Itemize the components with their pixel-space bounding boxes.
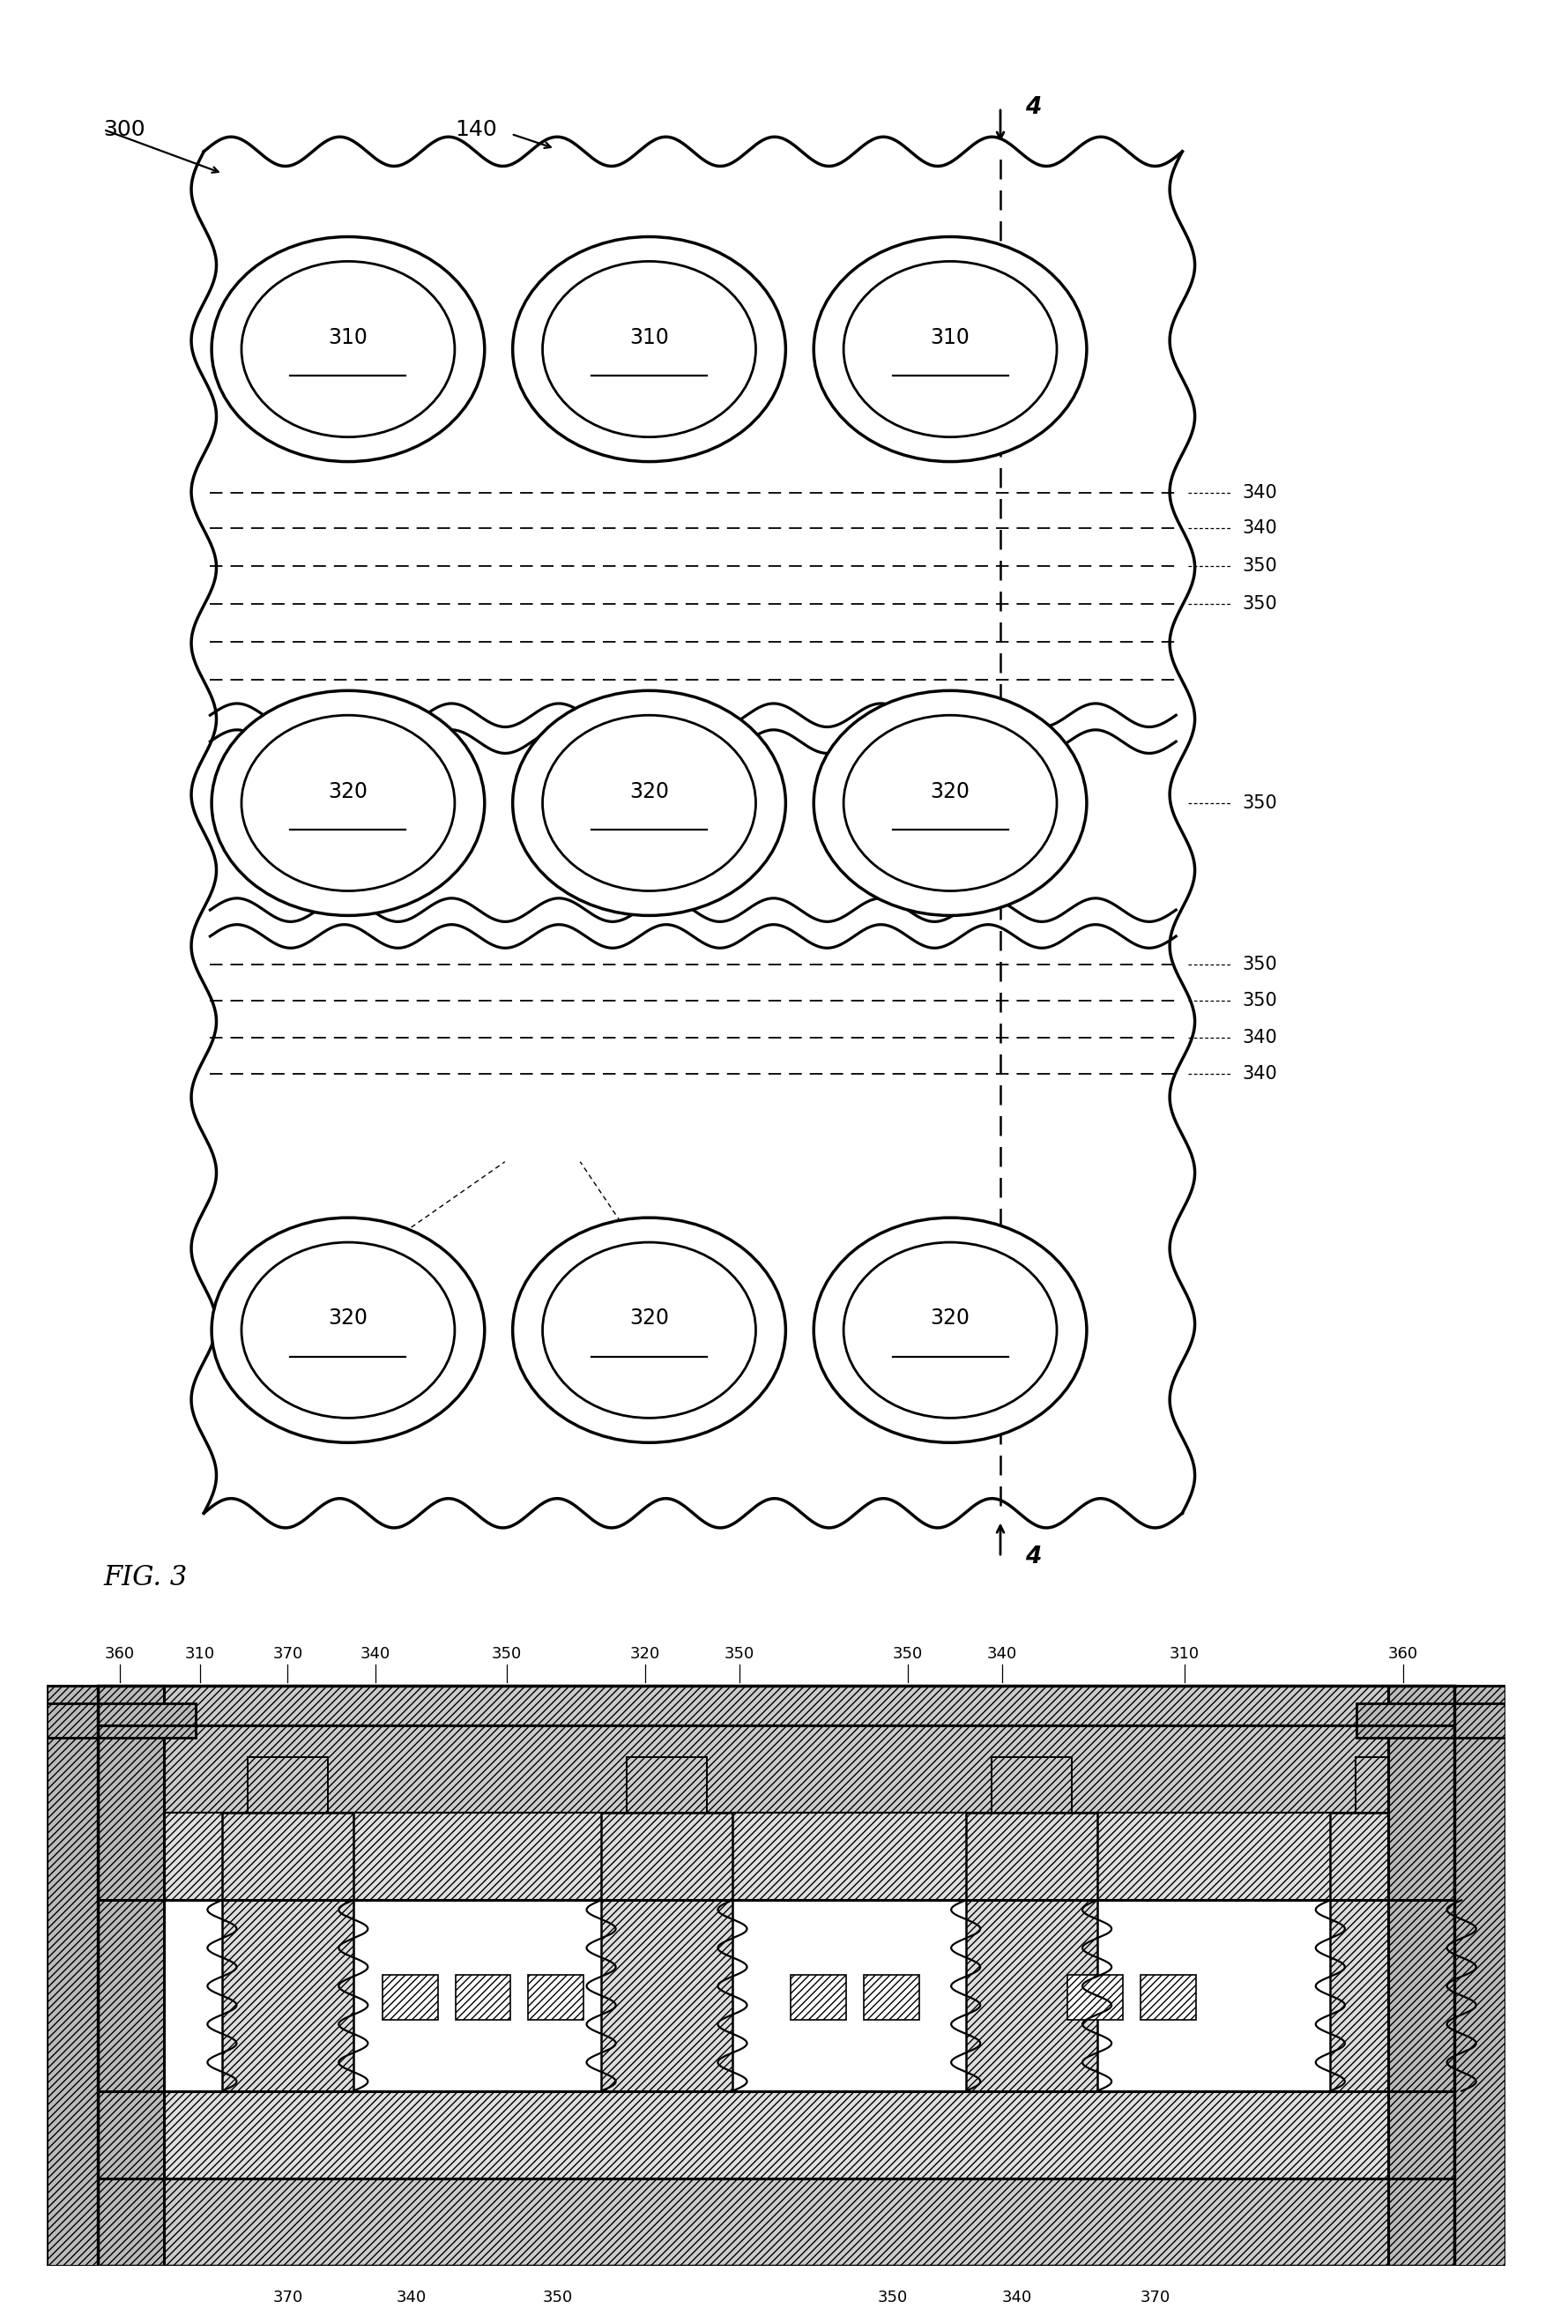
Bar	[627, 1757, 707, 1813]
Text: 310: 310	[328, 328, 368, 349]
Text: 320: 320	[328, 1308, 368, 1329]
Ellipse shape	[513, 237, 786, 462]
Bar	[1068, 1975, 1123, 2020]
Text: 4: 4	[1025, 95, 1041, 119]
Text: 350: 350	[1242, 955, 1278, 974]
Ellipse shape	[814, 690, 1087, 916]
Bar	[1356, 1703, 1505, 1738]
Text: 320: 320	[629, 781, 670, 802]
Ellipse shape	[513, 1218, 786, 1443]
Ellipse shape	[212, 690, 485, 916]
Text: 340: 340	[1242, 1064, 1278, 1083]
Text: 340: 340	[397, 2289, 426, 2305]
Text: 350: 350	[1242, 992, 1278, 1009]
Ellipse shape	[543, 260, 756, 437]
Bar	[966, 1813, 1098, 2092]
Bar	[991, 1757, 1071, 1813]
Text: 320: 320	[930, 1308, 971, 1329]
Bar	[1330, 1813, 1461, 2092]
Ellipse shape	[814, 237, 1087, 462]
Ellipse shape	[212, 1218, 485, 1443]
Text: 310: 310	[629, 328, 670, 349]
Ellipse shape	[241, 716, 455, 890]
Text: 320: 320	[328, 781, 368, 802]
Text: 340: 340	[1002, 2289, 1032, 2305]
Text: 350: 350	[1242, 795, 1278, 811]
Bar	[248, 1757, 328, 1813]
Text: 310: 310	[1170, 1645, 1200, 1662]
Text: 340: 340	[988, 1645, 1018, 1662]
Bar	[790, 1975, 847, 2020]
Text: 350: 350	[878, 2289, 908, 2305]
Ellipse shape	[814, 1218, 1087, 1443]
Text: 350: 350	[491, 1645, 522, 1662]
Ellipse shape	[543, 716, 756, 890]
Text: 320: 320	[629, 1308, 670, 1329]
Text: 320: 320	[930, 781, 971, 802]
Text: FIG. 3: FIG. 3	[103, 1564, 188, 1592]
Text: 310: 310	[930, 328, 971, 349]
Text: 340: 340	[1242, 483, 1278, 502]
Bar	[383, 1975, 437, 2020]
Bar	[528, 1975, 583, 2020]
Ellipse shape	[844, 260, 1057, 437]
Bar	[864, 1975, 919, 2020]
Ellipse shape	[513, 690, 786, 916]
Bar	[99, 1724, 1454, 1813]
Ellipse shape	[212, 237, 485, 462]
Text: 360: 360	[105, 1645, 135, 1662]
Text: 320: 320	[630, 1645, 660, 1662]
Ellipse shape	[844, 1243, 1057, 1418]
Ellipse shape	[241, 260, 455, 437]
Bar	[223, 1813, 353, 2092]
Bar	[601, 1813, 732, 2092]
Text: 340: 340	[361, 1645, 390, 1662]
Ellipse shape	[543, 1243, 756, 1418]
Ellipse shape	[844, 716, 1057, 890]
Text: 370: 370	[273, 1645, 303, 1662]
Text: 4: 4	[1025, 1545, 1041, 1569]
Text: 350: 350	[724, 1645, 754, 1662]
Bar	[99, 2178, 1454, 2266]
Text: 350: 350	[1242, 558, 1278, 574]
Bar	[47, 1703, 196, 1738]
Bar	[99, 1685, 1454, 1724]
Ellipse shape	[241, 1243, 455, 1418]
Bar	[47, 1685, 163, 2266]
Text: 350: 350	[1242, 595, 1278, 614]
Text: 310: 310	[185, 1645, 215, 1662]
Bar	[455, 1975, 511, 2020]
Text: 340: 340	[1242, 1030, 1278, 1046]
Text: 140: 140	[455, 119, 497, 139]
Text: 300: 300	[103, 119, 146, 139]
Bar	[1389, 1685, 1505, 2266]
Text: 370: 370	[1140, 2289, 1170, 2305]
Text: 340: 340	[1242, 518, 1278, 537]
Bar	[99, 2092, 1454, 2178]
Bar	[99, 1813, 1454, 1901]
Bar	[1356, 1757, 1436, 1813]
Text: 370: 370	[273, 2289, 303, 2305]
Bar	[1142, 1975, 1196, 2020]
Text: 360: 360	[1388, 1645, 1417, 1662]
Text: 350: 350	[543, 2289, 572, 2305]
Text: 350: 350	[892, 1645, 922, 1662]
